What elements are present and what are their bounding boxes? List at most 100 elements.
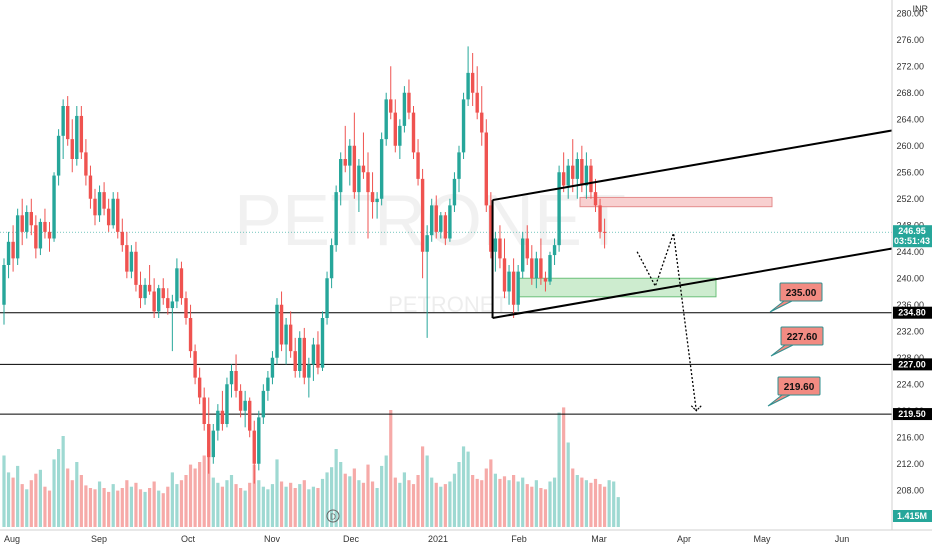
compare-icon[interactable]: D — [326, 509, 340, 523]
channel-upper-line — [492, 122, 932, 202]
volume-bar — [279, 481, 284, 527]
candle-body — [229, 371, 234, 385]
candle-body — [220, 410, 225, 424]
volume-bar — [198, 462, 202, 527]
volume-bars — [2, 407, 620, 527]
volume-bar — [425, 455, 429, 527]
candle-body — [20, 215, 24, 232]
level-price-tag-label: 227.00 — [898, 359, 926, 369]
volume-bar — [175, 484, 179, 527]
candle-body — [434, 205, 438, 232]
candle-body — [566, 165, 570, 186]
candle-body — [530, 258, 534, 279]
current-price-countdown: 03:51:43 — [894, 236, 930, 246]
volume-bar — [434, 482, 438, 527]
volume-bar — [384, 455, 388, 527]
volume-bar — [502, 476, 507, 527]
volume-bar — [225, 480, 229, 527]
candle-body — [193, 351, 197, 378]
candle-body — [316, 344, 320, 368]
volume-bar — [84, 485, 88, 527]
volume-bar — [102, 488, 106, 527]
volume-bar — [298, 484, 302, 527]
x-tick-label: Dec — [343, 534, 360, 544]
volume-bar — [443, 484, 447, 527]
candle-body — [93, 198, 97, 216]
current-price-tag — [893, 225, 932, 248]
candle-body — [88, 175, 93, 199]
callout-label: 235.00 — [786, 288, 817, 299]
level-price-tag — [893, 408, 932, 421]
volume-bar — [97, 481, 102, 527]
candle-body — [70, 139, 74, 159]
volume-bar — [220, 486, 224, 527]
volume-bar — [43, 486, 47, 527]
callout-pointer — [767, 394, 791, 407]
y-tick-label: 272.00 — [896, 61, 924, 71]
volume-bar — [134, 482, 138, 527]
y-tick-label: 268.00 — [896, 88, 924, 98]
callout-label: 227.60 — [787, 332, 818, 343]
volume-bar — [516, 481, 520, 527]
volume-bar — [261, 486, 265, 527]
candle-body — [279, 304, 284, 345]
horizontal-levels — [0, 231, 892, 415]
candle-body — [66, 106, 70, 140]
candle-body — [129, 251, 134, 272]
volume-bar — [11, 477, 15, 527]
volume-bar — [234, 484, 238, 527]
candle-body — [184, 298, 188, 318]
candle-body — [225, 384, 229, 424]
price-axis: INR 204.00208.00212.00216.00220.00224.00… — [891, 0, 932, 530]
volume-bar — [330, 467, 334, 527]
volume-bar — [552, 477, 557, 527]
candle-body — [56, 135, 61, 176]
candle-body — [102, 192, 106, 209]
candle-body — [370, 192, 375, 203]
volume-bar — [530, 486, 534, 527]
candles — [2, 46, 607, 484]
volume-bar — [57, 449, 61, 527]
candle-body — [61, 106, 65, 136]
volume-bar — [452, 473, 457, 527]
candle-body — [598, 205, 602, 232]
volume-bar — [584, 480, 588, 527]
volume-bar — [339, 462, 343, 527]
volume-bar — [120, 488, 124, 527]
volume-bar — [70, 480, 74, 527]
candle-body — [357, 165, 361, 193]
level-price-tag-label: 219.50 — [898, 409, 926, 419]
candle-body — [489, 205, 493, 252]
candle-body — [407, 92, 411, 113]
candle-body — [120, 231, 124, 246]
candle-body — [493, 238, 498, 252]
volume-bar — [188, 464, 193, 527]
volume-bar — [116, 490, 120, 527]
volume-bar — [52, 459, 56, 527]
x-tick-label: Feb — [511, 534, 527, 544]
y-tick-label: 212.00 — [896, 459, 924, 469]
y-tick-label: 208.00 — [896, 485, 924, 495]
candle-body — [302, 337, 306, 378]
volume-bar — [593, 478, 598, 527]
volume-bar — [475, 478, 479, 527]
volume-bar — [125, 480, 129, 527]
volume-bar — [79, 475, 83, 527]
volume-bar — [179, 480, 184, 527]
candle-body — [398, 125, 402, 146]
y-tick-label: 236.00 — [896, 300, 924, 310]
volume-bar — [248, 482, 252, 527]
volume-bar — [612, 481, 616, 527]
candle-body — [402, 92, 407, 126]
volume-bar — [357, 480, 361, 527]
callout-pointer — [769, 300, 793, 313]
candle-body — [475, 92, 479, 113]
candle-body — [584, 165, 589, 186]
candle-body — [366, 172, 370, 193]
volume-bar — [589, 482, 593, 527]
candle-body — [197, 377, 202, 398]
time-axis: Aug Sep Oct Nov Dec 2021 Feb Mar Apr May Jun — [0, 529, 932, 544]
x-tick-label: 2021 — [428, 534, 448, 544]
volume-bar — [311, 486, 315, 527]
